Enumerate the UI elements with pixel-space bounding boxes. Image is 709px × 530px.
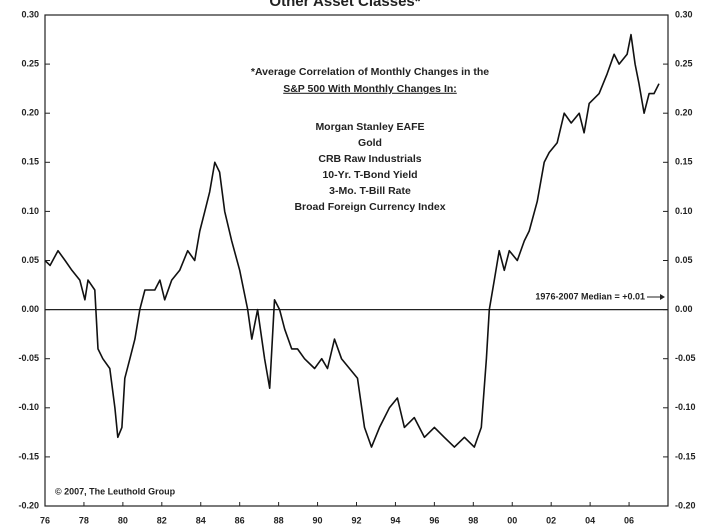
x-tick-label: 96 — [429, 515, 439, 525]
y-tick-label: -0.20 — [18, 500, 39, 510]
y2-tick-label: 0.15 — [675, 157, 693, 167]
x-tick-label: 92 — [351, 515, 361, 525]
x-tick-label: 04 — [585, 515, 595, 525]
note-item: 10-Yr. T-Bond Yield — [322, 169, 417, 181]
y-tick-label: -0.15 — [18, 451, 39, 461]
y-tick-label: 0.25 — [21, 58, 39, 68]
chart-title: Other Asset Classes* — [269, 0, 420, 10]
y2-tick-label: -0.05 — [675, 353, 696, 363]
y-tick-label: 0.30 — [21, 9, 39, 19]
x-tick-label: 84 — [196, 515, 206, 525]
y-tick-label: -0.05 — [18, 353, 39, 363]
x-tick-label: 88 — [274, 515, 284, 525]
note-item: Gold — [358, 137, 382, 149]
x-tick-label: 90 — [313, 515, 323, 525]
annotation-block: *Average Correlation of Monthly Changes … — [251, 66, 489, 213]
y2-tick-label: 0.25 — [675, 58, 693, 68]
x-tick-label: 76 — [40, 515, 50, 525]
median-label: 1976-2007 Median = +0.01 — [535, 291, 645, 301]
note-item: Broad Foreign Currency Index — [294, 201, 445, 213]
note-item: CRB Raw Industrials — [318, 153, 421, 165]
x-tick-label: 82 — [157, 515, 167, 525]
x-tick-label: 06 — [624, 515, 634, 525]
y2-tick-label: 0.30 — [675, 9, 693, 19]
x-tick-label: 78 — [79, 515, 89, 525]
x-tick-label: 80 — [118, 515, 128, 525]
x-tick-label: 98 — [468, 515, 478, 525]
y-tick-label: 0.05 — [21, 255, 39, 265]
y-tick-label: 0.15 — [21, 157, 39, 167]
y2-tick-label: 0.10 — [675, 206, 693, 216]
copyright: © 2007, The Leuthold Group — [55, 486, 176, 496]
y-tick-label: -0.10 — [18, 402, 39, 412]
y-tick-label: 0.00 — [21, 304, 39, 314]
y2-tick-label: 0.05 — [675, 255, 693, 265]
note-item: Morgan Stanley EAFE — [315, 121, 424, 133]
y-tick-label: 0.10 — [21, 206, 39, 216]
data-line — [44, 33, 660, 448]
y2-tick-label: -0.15 — [675, 451, 696, 461]
x-tick-label: 00 — [507, 515, 517, 525]
note-line: *Average Correlation of Monthly Changes … — [251, 66, 489, 78]
y2-tick-label: -0.10 — [675, 402, 696, 412]
x-tick-label: 02 — [546, 515, 556, 525]
y-tick-label: 0.20 — [21, 108, 39, 118]
note-item: 3-Mo. T-Bill Rate — [329, 185, 411, 197]
y2-tick-label: 0.20 — [675, 108, 693, 118]
median-arrowhead — [660, 294, 665, 300]
y2-tick-label: 0.00 — [675, 304, 693, 314]
y2-tick-label: -0.20 — [675, 500, 696, 510]
x-tick-label: 86 — [235, 515, 245, 525]
note-line: S&P 500 With Monthly Changes In: — [283, 83, 457, 95]
x-tick-label: 94 — [390, 515, 400, 525]
